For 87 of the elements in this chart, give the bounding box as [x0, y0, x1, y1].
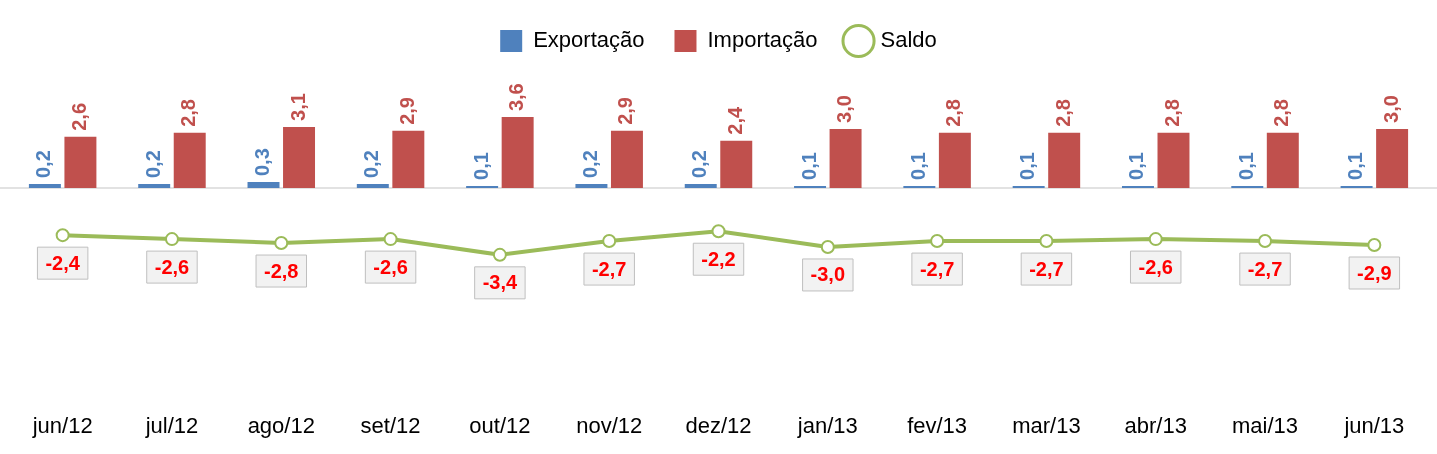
point — [274, 236, 289, 251]
data-label: -3,0 — [810, 263, 846, 286]
data-label: 0,3 — [251, 148, 274, 177]
bar — [356, 184, 389, 188]
data-label: 2,8 — [177, 99, 200, 127]
data-label: 0,2 — [688, 150, 711, 178]
bar — [575, 184, 608, 188]
data-label: -2,4 — [45, 251, 81, 274]
data-label: -2,6 — [373, 255, 408, 278]
legend-label: Saldo — [880, 27, 937, 53]
bar — [1376, 128, 1409, 188]
point — [820, 239, 835, 254]
data-label: 2,8 — [942, 99, 965, 127]
x-tick-label: mai/13 — [1232, 412, 1299, 438]
data-label: 0,2 — [360, 150, 383, 178]
bar — [173, 132, 206, 188]
point — [1148, 232, 1163, 247]
data-label: 2,6 — [67, 102, 90, 131]
x-tick-label: set/12 — [360, 412, 421, 438]
bar — [64, 136, 97, 188]
data-label: -2,6 — [1138, 255, 1173, 278]
data-label: 2,8 — [1051, 99, 1074, 127]
data-label: -3,4 — [482, 271, 518, 294]
data-label: 3,0 — [1379, 95, 1402, 123]
x-tick-label: mar/13 — [1012, 412, 1081, 438]
data-label: 3,0 — [833, 95, 856, 123]
data-label: -2,7 — [919, 257, 955, 280]
data-label: 0,2 — [32, 150, 55, 178]
point — [1039, 234, 1054, 249]
x-tick-label: jun/12 — [31, 412, 93, 438]
point — [1258, 234, 1273, 249]
bar — [1157, 132, 1190, 188]
data-label: -2,7 — [1247, 257, 1283, 280]
data-label: -2,6 — [154, 255, 190, 278]
point — [492, 247, 507, 262]
bar — [1048, 132, 1081, 188]
x-tick-label: jun/13 — [1343, 412, 1405, 438]
data-label: -2,7 — [1029, 257, 1064, 280]
data-label: 0,2 — [578, 150, 601, 178]
point — [711, 224, 726, 239]
bar — [283, 126, 316, 188]
x-tick-label: fev/13 — [907, 412, 968, 438]
x-tick-label: dez/12 — [685, 412, 752, 438]
point — [164, 232, 179, 247]
data-label: 0,1 — [1125, 152, 1148, 180]
x-tick-label: ago/12 — [247, 412, 315, 438]
bar — [138, 184, 171, 188]
data-label: 2,9 — [614, 97, 637, 125]
bar — [720, 140, 753, 188]
data-label: -2,2 — [701, 247, 736, 270]
data-label: 3,1 — [286, 93, 309, 121]
bar — [829, 128, 862, 188]
bar — [501, 117, 534, 188]
x-tick-label: nov/12 — [576, 412, 643, 438]
point — [602, 234, 617, 249]
data-label: 2,4 — [723, 106, 746, 135]
point — [383, 232, 398, 247]
data-label: 0,1 — [797, 152, 820, 180]
data-label: 2,8 — [1270, 99, 1293, 127]
legend-label: Exportação — [533, 27, 645, 53]
bar — [684, 184, 717, 188]
point — [1367, 238, 1382, 252]
bar — [247, 182, 280, 188]
bar — [392, 130, 425, 188]
data-label: 0,1 — [469, 152, 492, 180]
data-label: -2,7 — [591, 257, 627, 280]
data-label: 0,1 — [1016, 152, 1039, 180]
x-tick-label: jan/13 — [796, 412, 858, 438]
data-label: 0,2 — [141, 150, 164, 178]
data-label: -2,9 — [1357, 261, 1392, 284]
data-label: 3,6 — [505, 83, 528, 112]
data-label: 2,8 — [1161, 99, 1184, 127]
bar — [938, 132, 971, 188]
data-label: 0,1 — [1344, 152, 1367, 180]
bar — [28, 184, 61, 188]
x-tick-label: out/12 — [469, 412, 531, 438]
data-label: 0,1 — [1234, 152, 1257, 180]
bar — [610, 130, 643, 188]
data-label: 0,1 — [906, 152, 929, 180]
point — [930, 234, 945, 249]
point — [55, 228, 70, 243]
legend-label: Importação — [707, 27, 818, 53]
bar — [1266, 132, 1299, 188]
x-tick-label: jul/12 — [144, 412, 199, 438]
x-tick-label: abr/13 — [1124, 412, 1187, 438]
data-label: 2,9 — [395, 97, 418, 125]
data-label: -2,8 — [264, 259, 299, 282]
